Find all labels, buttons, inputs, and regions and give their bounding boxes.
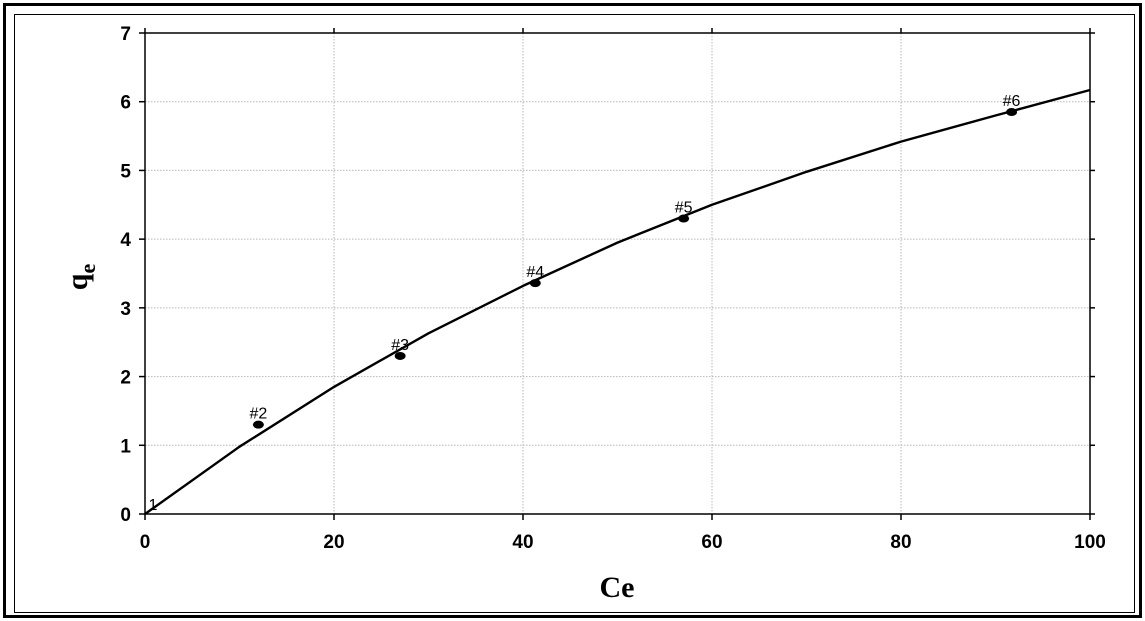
data-point — [252, 420, 264, 429]
y-tick-label: 0 — [120, 505, 131, 526]
y-tick-label: 7 — [120, 24, 131, 45]
plot-area — [144, 32, 1091, 515]
x-tick-label: 0 — [140, 532, 151, 553]
y-axis-title-main: q — [61, 273, 94, 290]
data-point — [678, 214, 690, 223]
data-point-label: #4 — [526, 264, 544, 281]
data-point-label: #3 — [391, 337, 409, 354]
inner-frame — [14, 14, 1135, 613]
x-tick-label: 40 — [512, 532, 533, 553]
axis-ticks: 0 20 40 60 80 100 0 1 2 3 4 5 6 7 — [120, 24, 1105, 553]
data-point-label: 1 — [149, 497, 158, 514]
data-point — [529, 279, 541, 288]
x-tick-label: 20 — [323, 532, 344, 553]
y-tick-label: 2 — [120, 368, 131, 389]
y-tick-label: 3 — [120, 299, 131, 320]
outer-frame — [3, 3, 1142, 618]
data-point-label: #2 — [250, 406, 268, 423]
x-axis-title: Ce — [600, 571, 635, 604]
y-axis-title-subscript: e — [75, 264, 100, 274]
y-axis-title-group: qe — [61, 264, 100, 291]
x-tick-label: 60 — [701, 532, 722, 553]
y-tick-label: 5 — [120, 161, 131, 182]
x-tick-label: 100 — [1074, 532, 1106, 553]
data-points: 1 #2 #3 #4 #5 #6 — [149, 93, 1021, 514]
x-tick-label: 80 — [890, 532, 911, 553]
y-tick-label: 4 — [120, 230, 131, 251]
fit-curve — [144, 88, 1091, 515]
grid — [145, 33, 1090, 514]
data-point-label: #6 — [1003, 93, 1021, 110]
y-tick-label: 6 — [120, 93, 131, 114]
data-point — [394, 351, 406, 360]
y-tick-label: 1 — [120, 436, 131, 457]
data-point — [1006, 108, 1018, 117]
fit-curve-group — [144, 88, 1091, 515]
y-axis-title: qe — [61, 264, 100, 291]
data-point-label: #5 — [675, 200, 693, 217]
